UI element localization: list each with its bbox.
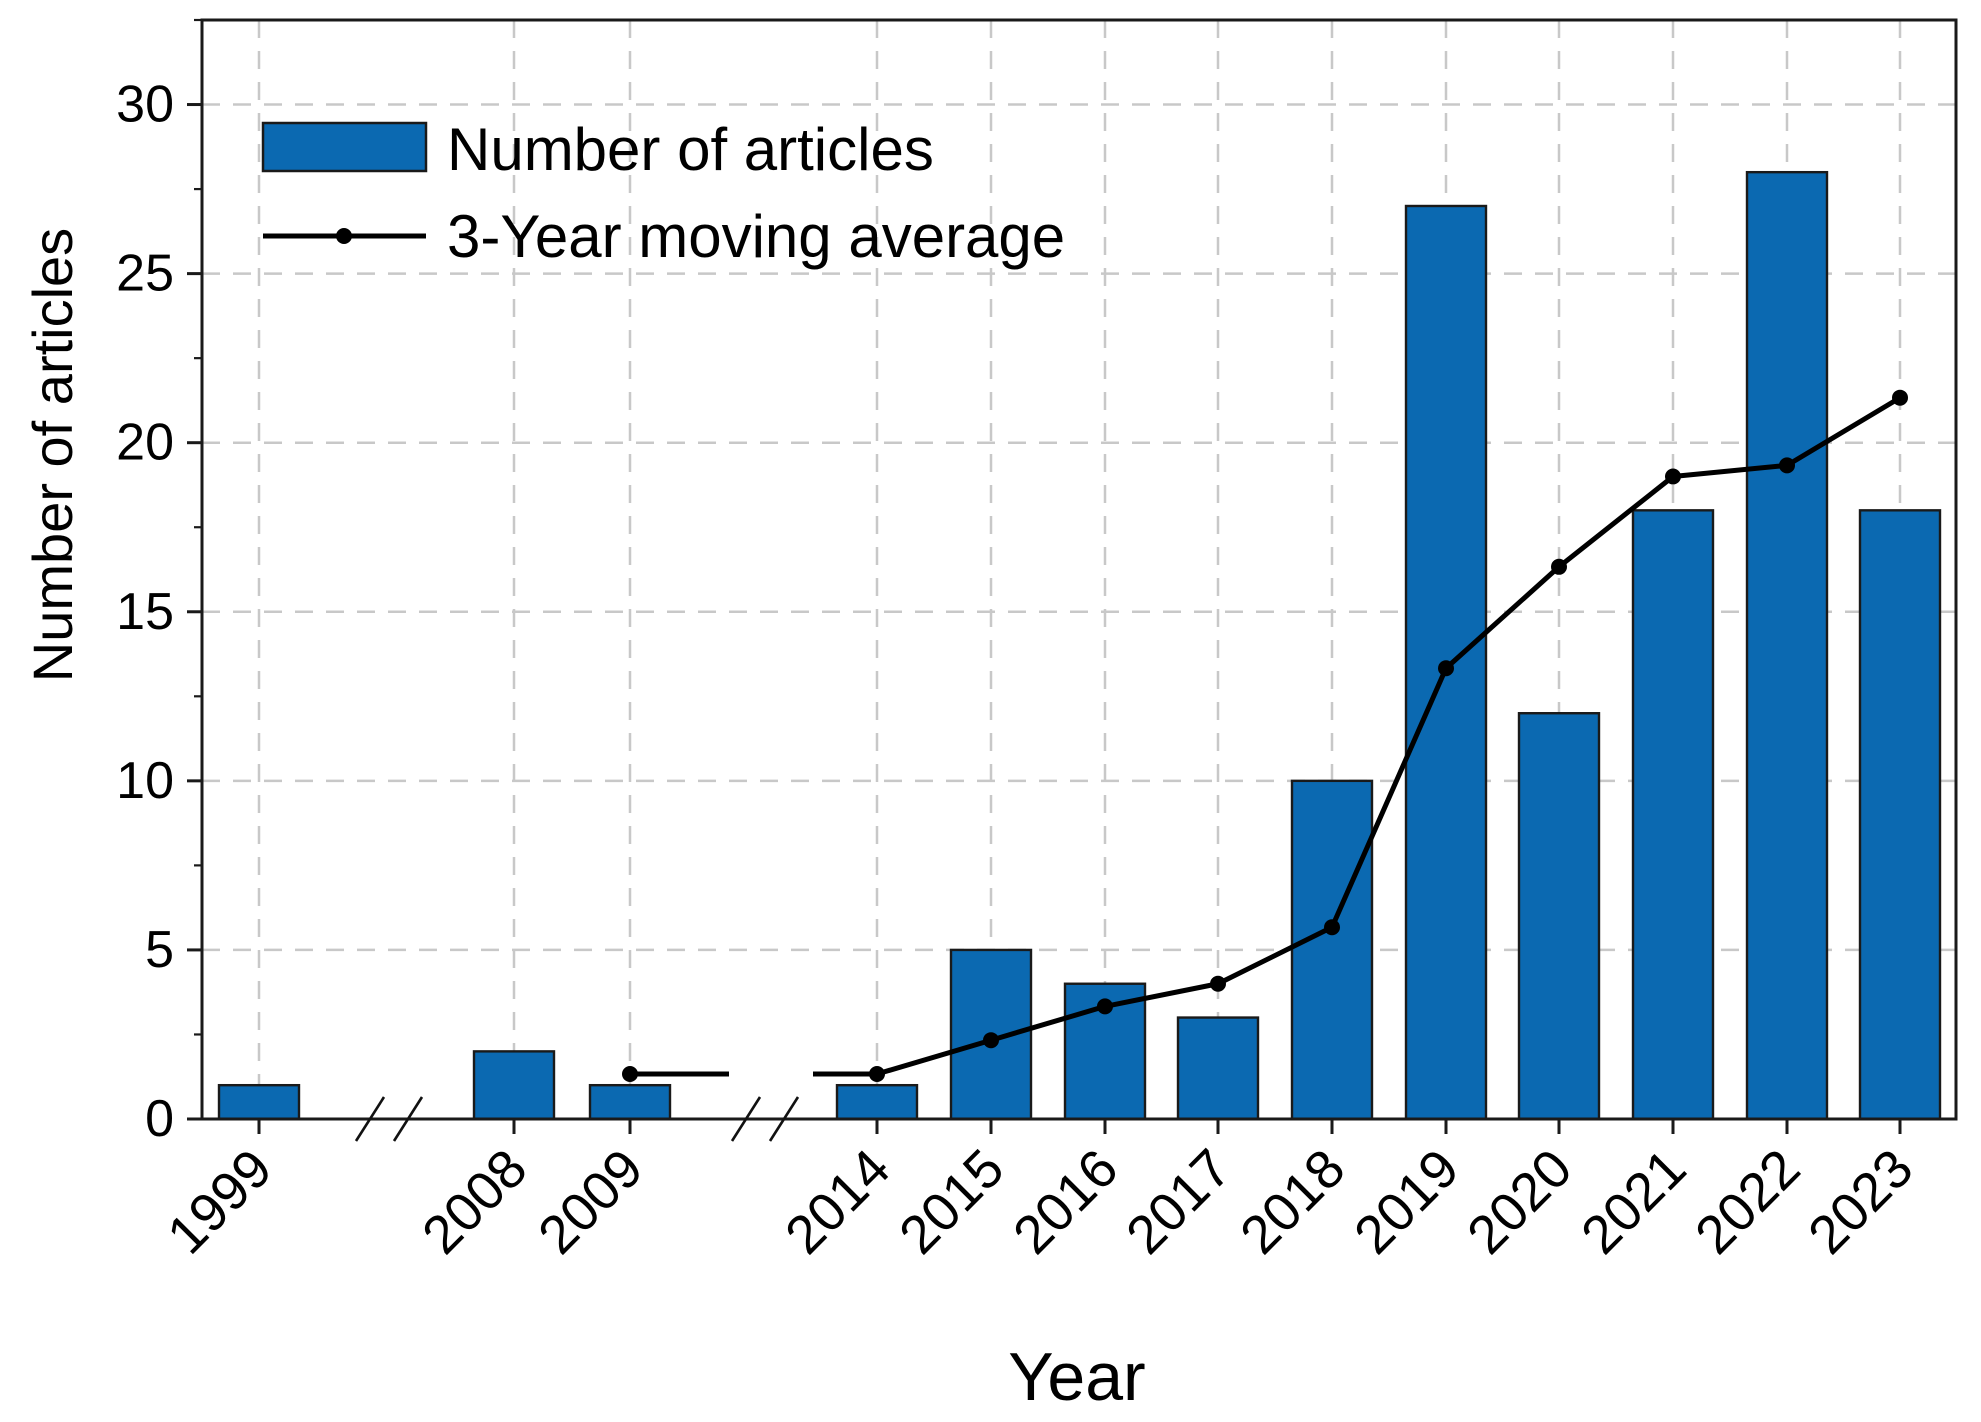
bar-2023 — [1858, 509, 1942, 1121]
legend-line-marker — [336, 228, 352, 244]
moving-average-series — [622, 389, 1908, 1083]
bar-2017 — [1176, 1016, 1260, 1121]
y-tick-label-15: 15 — [116, 583, 174, 641]
bar-2018 — [1290, 779, 1374, 1121]
y-tick-label-25: 25 — [116, 245, 174, 303]
y-tick-label-0: 0 — [145, 1090, 174, 1148]
legend-label-number-of-articles: Number of articles — [447, 116, 934, 183]
axis-break-0-slash-2 — [392, 1096, 424, 1142]
y-tick-label-20: 20 — [116, 414, 174, 472]
moving-average-point-2020 — [1551, 558, 1567, 575]
moving-average-point-2009 — [622, 1066, 638, 1083]
legend: Number of articles 3-Year moving average — [261, 116, 1065, 270]
moving-average-point-2014 — [869, 1066, 885, 1083]
moving-average-point-2021 — [1665, 468, 1681, 485]
legend-label-moving-average: 3-Year moving average — [447, 203, 1065, 270]
legend-bar-swatch — [261, 121, 428, 173]
y-axis-title: Number of articles — [21, 228, 84, 682]
bar-2009 — [588, 1083, 672, 1121]
moving-average-point-2016 — [1097, 998, 1113, 1015]
bar-1999 — [217, 1083, 301, 1121]
moving-average-point-2019 — [1438, 660, 1454, 677]
x-axis-title: Year — [1008, 1339, 1145, 1415]
axis-break-1-slash-1 — [730, 1096, 762, 1142]
plot-border — [200, 18, 1958, 1121]
axis-break-marks — [354, 1096, 800, 1142]
bar-2021 — [1631, 509, 1715, 1121]
bar-2008 — [472, 1050, 556, 1121]
moving-average-point-2022 — [1779, 457, 1795, 474]
y-tick-label-30: 30 — [116, 76, 174, 134]
y-tick-label-10: 10 — [116, 752, 174, 810]
moving-average-point-2015 — [983, 1032, 999, 1049]
bar-2014 — [835, 1083, 919, 1121]
axis-break-0-slash-1 — [354, 1096, 386, 1142]
moving-average-point-2023 — [1892, 389, 1908, 406]
moving-average-point-2017 — [1210, 975, 1226, 992]
moving-average-point-2018 — [1324, 919, 1340, 936]
y-tick-label-5: 5 — [145, 921, 174, 979]
axis-break-1-slash-2 — [768, 1096, 800, 1142]
bar-2020 — [1517, 712, 1601, 1121]
bar-2022 — [1745, 170, 1829, 1121]
axis-ticks — [187, 18, 1902, 1134]
